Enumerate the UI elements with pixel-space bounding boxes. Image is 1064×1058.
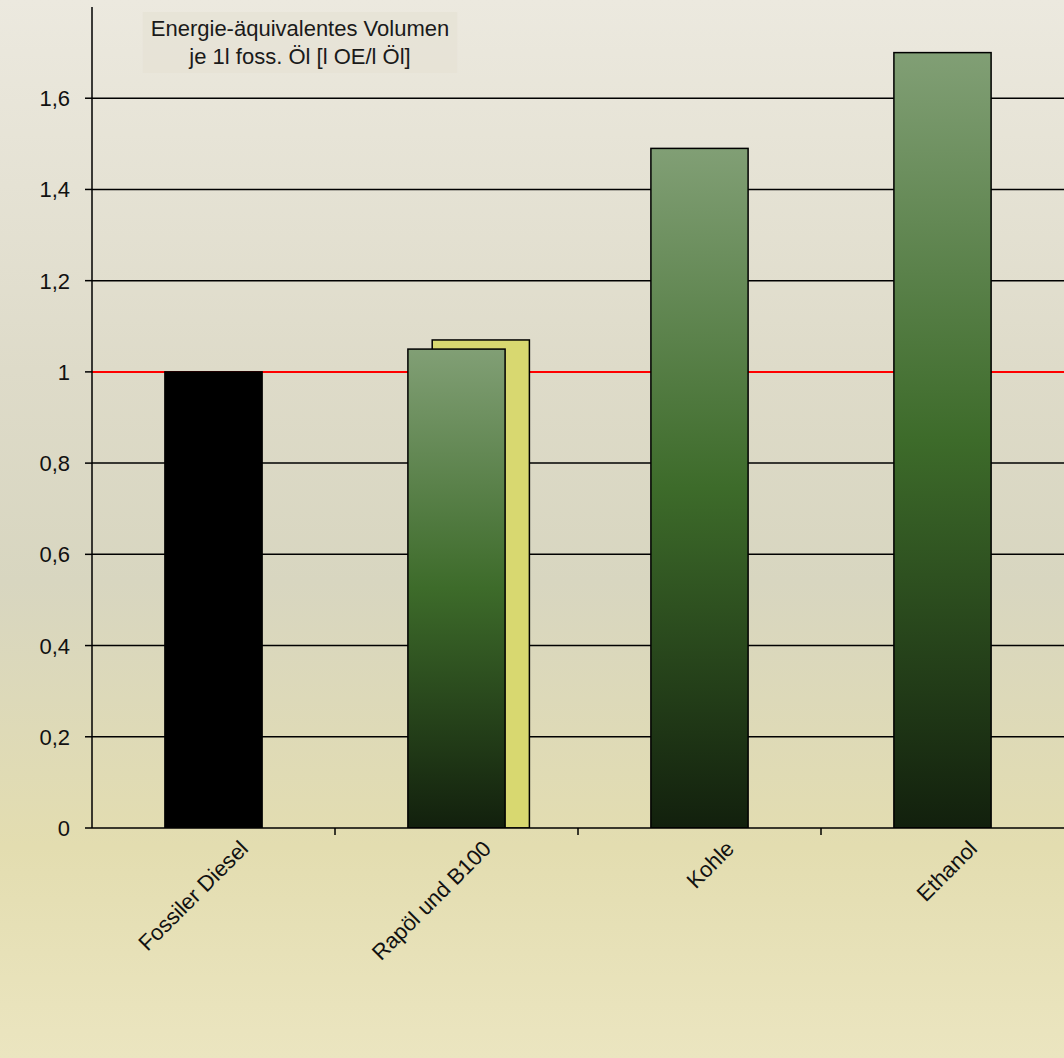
y-tick: [85, 554, 92, 556]
x-tick: [820, 828, 822, 835]
x-tick-label: Fossiler Diesel: [133, 836, 253, 956]
bars: [165, 53, 991, 828]
y-tick: [85, 97, 92, 99]
x-tick-label: Ethanol: [912, 836, 982, 906]
y-tick-label: 0,6: [39, 542, 70, 567]
y-tick-label: 0,2: [39, 725, 70, 750]
y-tick: [85, 280, 92, 282]
x-tick: [334, 828, 336, 835]
y-tick-label: 0: [58, 816, 70, 841]
x-tick-label: Kohle: [682, 836, 739, 893]
bar: [408, 349, 505, 828]
y-tick: [85, 462, 92, 464]
bar: [894, 53, 991, 828]
axes: 0 0,2 0,4 0,6 0,8 1 1,2 1,4 1,6 Fossiler Diesel Ra…: [39, 7, 1064, 965]
y-tick: [85, 736, 92, 738]
y-tick-label: 1,6: [39, 86, 70, 111]
y-tick-label: 1: [58, 360, 70, 385]
y-tick: [85, 189, 92, 191]
bar: [651, 148, 748, 828]
y-tick-label: 1,4: [39, 177, 70, 202]
x-tick: [577, 828, 579, 835]
annotation: Energie-äquivalentes Volumen je 1l foss. …: [143, 12, 457, 73]
y-tick: [85, 827, 92, 829]
annotation-background: [143, 12, 457, 73]
chart: 0 0,2 0,4 0,6 0,8 1 1,2 1,4 1,6 Fossiler Diesel Ra…: [0, 0, 1064, 1058]
y-tick-label: 0,4: [39, 634, 70, 659]
y-tick-label: 1,2: [39, 269, 70, 294]
annotation-text: Energie-äquivalentes Volumen: [151, 16, 449, 41]
y-tick: [85, 371, 92, 373]
x-tick-label: Rapöl und B100: [367, 836, 496, 965]
y-axis: [91, 7, 93, 828]
y-tick-label: 0,8: [39, 451, 70, 476]
y-tick: [85, 645, 92, 647]
annotation-text: je 1l foss. Öl [l OE/l Öl]: [188, 44, 410, 69]
bar: [165, 372, 262, 828]
